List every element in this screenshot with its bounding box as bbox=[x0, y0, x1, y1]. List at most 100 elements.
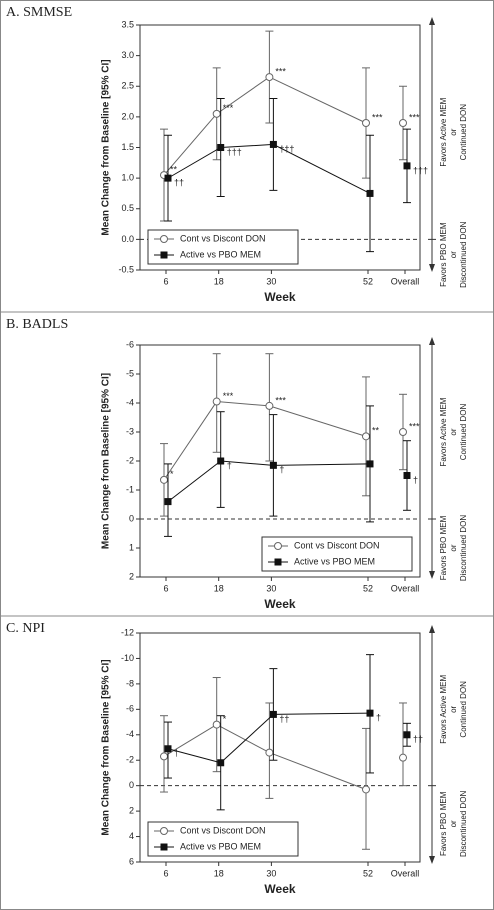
legend-marker bbox=[274, 558, 282, 566]
x-tick-label: 52 bbox=[363, 868, 373, 878]
panel-title: B. BADLS bbox=[6, 317, 68, 332]
significance-label: *** bbox=[409, 421, 420, 431]
x-tick-label: 18 bbox=[214, 583, 224, 593]
side-annotation: or bbox=[449, 128, 458, 135]
marker bbox=[403, 162, 411, 170]
significance-label: † bbox=[376, 713, 381, 723]
y-axis-label: Mean Change from Baseline [95% CI] bbox=[101, 659, 112, 835]
y-tick-label: -2 bbox=[126, 755, 134, 765]
x-tick-label: 18 bbox=[214, 276, 224, 286]
x-tick-label: 52 bbox=[363, 276, 373, 286]
side-arrow bbox=[429, 264, 435, 272]
series-line bbox=[167, 143, 371, 194]
legend-marker bbox=[160, 827, 168, 835]
side-annotation: Continued DON bbox=[459, 104, 468, 161]
marker bbox=[164, 498, 172, 506]
series-line bbox=[163, 401, 367, 481]
side-annotation: Discontinued DON bbox=[459, 221, 468, 287]
marker bbox=[265, 73, 274, 82]
significance-label: *** bbox=[372, 112, 383, 122]
y-tick-label: -5 bbox=[126, 368, 134, 378]
y-tick-label: 0.0 bbox=[121, 234, 134, 244]
significance-label: ††† bbox=[279, 144, 294, 154]
significance-label: ††† bbox=[227, 147, 242, 157]
marker bbox=[164, 745, 172, 753]
x-tick-label: 30 bbox=[266, 868, 276, 878]
x-axis-label: Week bbox=[264, 882, 295, 896]
x-tick-label: 30 bbox=[266, 583, 276, 593]
legend-marker bbox=[274, 542, 282, 550]
y-tick-label: 1.0 bbox=[121, 173, 134, 183]
side-annotation: Favors Active MEM bbox=[439, 397, 448, 466]
marker bbox=[269, 140, 277, 148]
side-arrow bbox=[429, 337, 435, 345]
side-annotation: Continued DON bbox=[459, 681, 468, 738]
y-tick-label: 0 bbox=[129, 513, 134, 523]
y-tick-label: 1 bbox=[129, 542, 134, 552]
y-tick-label: -6 bbox=[126, 704, 134, 714]
marker bbox=[362, 785, 370, 794]
x-axis-label: Week bbox=[264, 290, 295, 304]
y-tick-label: 0 bbox=[129, 780, 134, 790]
y-tick-label: 4 bbox=[129, 831, 134, 841]
significance-label: †† bbox=[279, 714, 289, 724]
y-tick-label: 3.5 bbox=[121, 19, 134, 29]
marker bbox=[366, 709, 374, 717]
side-arrow bbox=[429, 17, 435, 25]
legend-label: Active vs PBO MEM bbox=[180, 841, 261, 851]
marker bbox=[212, 109, 221, 118]
significance-label: *** bbox=[223, 391, 234, 401]
marker bbox=[399, 428, 407, 436]
side-annotation: Favors PBO MEM bbox=[439, 791, 448, 856]
plot-frame bbox=[139, 632, 421, 863]
y-tick-label: -4 bbox=[126, 729, 134, 739]
y-tick-label: 0.5 bbox=[121, 203, 134, 213]
significance-label: ** bbox=[372, 426, 380, 436]
series-line bbox=[163, 76, 367, 176]
side-annotation: or bbox=[449, 544, 458, 551]
side-annotation: Favors PBO MEM bbox=[439, 515, 448, 580]
marker bbox=[399, 753, 407, 762]
y-axis-label: Mean Change from Baseline [95% CI] bbox=[101, 59, 112, 235]
marker bbox=[164, 174, 172, 182]
marker bbox=[399, 119, 407, 127]
y-tick-label: -10 bbox=[121, 653, 134, 663]
marker bbox=[269, 461, 277, 469]
side-annotation: Discontinued DON bbox=[459, 515, 468, 581]
x-tick-label: 6 bbox=[163, 868, 168, 878]
y-tick-label: 6 bbox=[129, 856, 134, 866]
legend-label: Active vs PBO MEM bbox=[294, 556, 375, 566]
marker bbox=[217, 144, 225, 151]
legend-box bbox=[147, 821, 299, 857]
x-tick-label: Overall bbox=[391, 868, 420, 878]
significance-label: †† bbox=[413, 734, 423, 744]
y-tick-label: 2.5 bbox=[121, 81, 134, 91]
significance-label: † bbox=[413, 475, 418, 485]
legend-marker bbox=[160, 251, 168, 259]
x-tick-label: 6 bbox=[163, 583, 168, 593]
marker bbox=[269, 710, 277, 718]
side-arrow bbox=[429, 625, 435, 633]
significance-label: ** bbox=[170, 164, 178, 174]
side-annotation: Favors Active MEM bbox=[439, 97, 448, 166]
significance-label: * bbox=[223, 714, 227, 724]
significance-label: † bbox=[279, 465, 284, 475]
legend-label: Active vs PBO MEM bbox=[180, 249, 261, 259]
series-line bbox=[163, 724, 367, 790]
x-tick-label: 52 bbox=[363, 583, 373, 593]
side-annotation: Favors Active MEM bbox=[439, 675, 448, 744]
x-tick-label: Overall bbox=[391, 276, 420, 286]
y-tick-label: 2.0 bbox=[121, 111, 134, 121]
marker bbox=[212, 397, 221, 406]
y-tick-label: -3 bbox=[126, 426, 134, 436]
panel-title: C. NPI bbox=[6, 621, 45, 636]
series-line bbox=[167, 460, 371, 502]
marker bbox=[212, 720, 221, 729]
marker bbox=[160, 752, 168, 761]
significance-label: *** bbox=[223, 103, 234, 113]
x-axis-label: Week bbox=[264, 597, 295, 611]
side-arrow bbox=[429, 856, 435, 864]
marker bbox=[362, 432, 370, 441]
legend-label: Cont vs Discont DON bbox=[180, 825, 266, 835]
